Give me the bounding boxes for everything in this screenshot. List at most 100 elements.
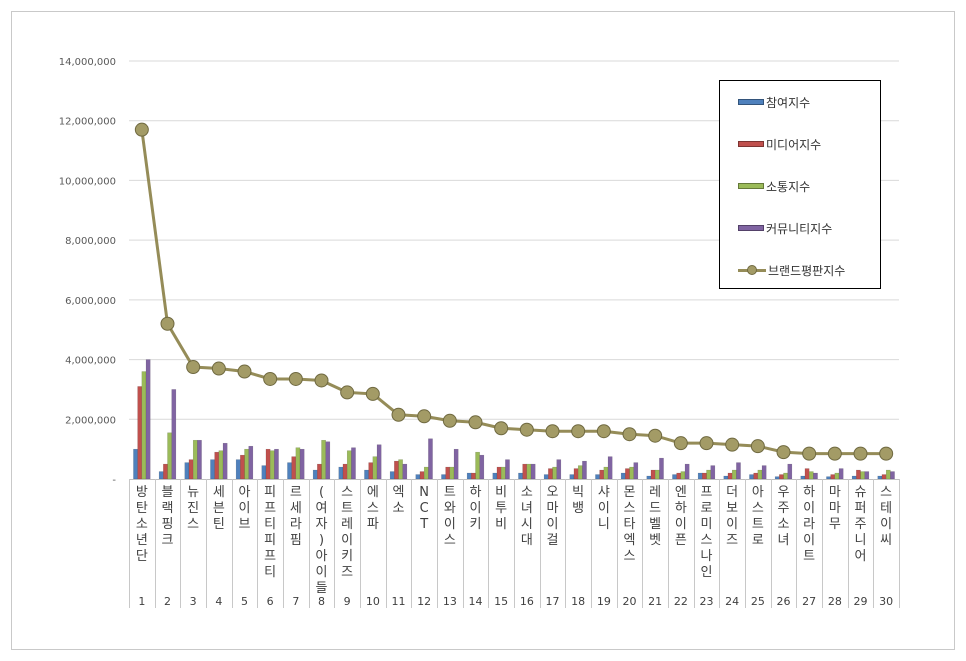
bar — [398, 459, 403, 480]
bar — [492, 472, 498, 480]
bar — [808, 471, 814, 480]
bar — [851, 475, 857, 480]
bar — [864, 471, 870, 480]
line-point — [596, 424, 611, 439]
bar — [856, 469, 861, 480]
bar — [171, 389, 177, 480]
rank-label: 19 — [597, 595, 611, 608]
rank-label: 22 — [674, 595, 688, 608]
bar — [603, 466, 609, 480]
rank-label: 29 — [854, 595, 868, 608]
rank-label: 1 — [138, 595, 145, 608]
bar — [522, 463, 528, 480]
line-point — [160, 316, 175, 331]
line-point — [288, 371, 303, 386]
bar — [222, 442, 228, 480]
rank-label: 27 — [802, 595, 816, 608]
bar — [813, 472, 818, 480]
bar — [736, 462, 741, 480]
bar — [706, 469, 711, 480]
bar — [727, 472, 733, 480]
rank-label: 16 — [520, 595, 534, 608]
bar — [496, 466, 502, 480]
bar — [295, 447, 301, 480]
bar — [834, 472, 840, 480]
rank-label: 21 — [648, 595, 662, 608]
bar — [133, 448, 138, 480]
bar — [299, 448, 305, 480]
bar — [137, 386, 143, 480]
bar — [274, 448, 279, 480]
line-point — [237, 364, 252, 379]
rank-label: 18 — [571, 595, 585, 608]
rank-label: 20 — [623, 595, 637, 608]
rank-label: 8 — [318, 595, 325, 608]
bar — [702, 472, 707, 480]
bar — [753, 472, 759, 480]
line-point — [853, 446, 868, 461]
legend-item: 커뮤니티지수 — [738, 220, 832, 236]
rank-label: 15 — [494, 595, 508, 608]
bar — [633, 462, 639, 480]
bar — [804, 468, 810, 480]
bar — [287, 462, 292, 480]
bar — [526, 463, 532, 480]
y-tick-label: 14,000,000 — [59, 57, 116, 68]
rank-label: 3 — [190, 595, 197, 608]
line-point — [365, 386, 380, 401]
bar — [620, 472, 626, 480]
bar — [167, 432, 172, 480]
legend-label: 참여지수 — [766, 95, 811, 110]
line-series — [134, 122, 894, 461]
line-point — [134, 122, 149, 137]
bar — [505, 459, 510, 480]
bar — [453, 448, 459, 480]
bar — [838, 468, 844, 480]
bar — [877, 475, 883, 480]
legend-item: 미디어지수 — [738, 136, 821, 152]
bar — [419, 471, 425, 480]
bar — [351, 447, 356, 480]
bar — [659, 457, 664, 480]
line-point — [571, 424, 586, 439]
y-tick-label: 6,000,000 — [65, 296, 116, 307]
bar — [321, 439, 326, 480]
line-point — [314, 373, 329, 388]
bar — [415, 474, 421, 480]
bar — [710, 465, 716, 480]
bar — [774, 476, 780, 480]
bar — [325, 441, 331, 480]
bar — [471, 472, 476, 480]
bar — [761, 465, 767, 480]
line-point — [673, 436, 688, 451]
bar — [684, 463, 690, 480]
bar — [445, 466, 451, 480]
legend-label: 커뮤니티지수 — [766, 221, 833, 236]
bar — [518, 472, 523, 480]
legend-item: 소통지수 — [738, 178, 810, 194]
bar — [441, 474, 446, 480]
line-point — [186, 360, 201, 375]
bar — [885, 469, 891, 480]
legend-item: 브랜드평판지수 — [738, 262, 845, 278]
bar — [552, 466, 557, 480]
legend-swatch — [738, 262, 766, 278]
line-point — [827, 446, 842, 461]
line-point — [263, 371, 278, 386]
legend-label: 브랜드평판지수 — [768, 263, 846, 278]
bar — [577, 465, 583, 480]
